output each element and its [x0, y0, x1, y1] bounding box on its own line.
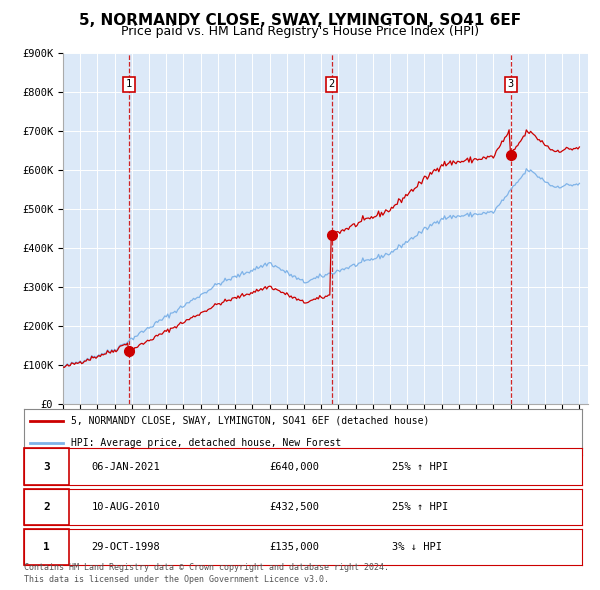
Text: This data is licensed under the Open Government Licence v3.0.: This data is licensed under the Open Gov… [24, 575, 329, 584]
Text: 25% ↑ HPI: 25% ↑ HPI [392, 502, 449, 512]
Text: Price paid vs. HM Land Registry's House Price Index (HPI): Price paid vs. HM Land Registry's House … [121, 25, 479, 38]
Text: £432,500: £432,500 [269, 502, 320, 512]
Text: 2: 2 [329, 79, 335, 89]
Text: 5, NORMANDY CLOSE, SWAY, LYMINGTON, SO41 6EF (detached house): 5, NORMANDY CLOSE, SWAY, LYMINGTON, SO41… [71, 416, 430, 426]
FancyBboxPatch shape [24, 529, 69, 565]
Text: 5, NORMANDY CLOSE, SWAY, LYMINGTON, SO41 6EF: 5, NORMANDY CLOSE, SWAY, LYMINGTON, SO41… [79, 13, 521, 28]
Text: 1: 1 [43, 542, 50, 552]
FancyBboxPatch shape [24, 448, 69, 485]
Text: 29-OCT-1998: 29-OCT-1998 [91, 542, 160, 552]
Text: HPI: Average price, detached house, New Forest: HPI: Average price, detached house, New … [71, 438, 341, 448]
Text: £135,000: £135,000 [269, 542, 320, 552]
Text: 3: 3 [508, 79, 514, 89]
Text: 10-AUG-2010: 10-AUG-2010 [91, 502, 160, 512]
Text: Contains HM Land Registry data © Crown copyright and database right 2024.: Contains HM Land Registry data © Crown c… [24, 563, 389, 572]
Text: 06-JAN-2021: 06-JAN-2021 [91, 462, 160, 471]
Text: 1: 1 [126, 79, 132, 89]
Text: 3% ↓ HPI: 3% ↓ HPI [392, 542, 442, 552]
Text: £640,000: £640,000 [269, 462, 320, 471]
FancyBboxPatch shape [24, 489, 69, 525]
Text: 25% ↑ HPI: 25% ↑ HPI [392, 462, 449, 471]
Text: 2: 2 [43, 502, 50, 512]
Text: 3: 3 [43, 462, 50, 471]
